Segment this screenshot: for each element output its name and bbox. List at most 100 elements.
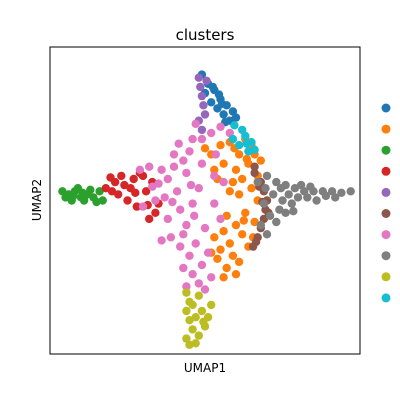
data-point-cluster-1 [228, 177, 238, 187]
data-point-cluster-3 [141, 187, 151, 196]
data-point-cluster-1 [238, 174, 247, 184]
data-point-cluster-1 [210, 165, 219, 174]
data-point-cluster-6 [188, 270, 197, 279]
data-point-cluster-6 [211, 150, 220, 159]
data-point-cluster-8 [191, 313, 200, 322]
data-point-cluster-6 [188, 134, 197, 144]
legend-marker-4 [381, 187, 391, 197]
y-axis-label: UMAP2 [30, 179, 44, 221]
data-point-cluster-3 [132, 202, 141, 211]
legend-marker-7 [381, 251, 391, 261]
data-point-cluster-6 [182, 282, 191, 291]
legend-marker-9 [381, 293, 391, 303]
data-point-cluster-6 [191, 239, 200, 248]
data-point-cluster-6 [182, 168, 191, 178]
data-point-cluster-9 [250, 145, 259, 154]
data-point-cluster-1 [234, 257, 244, 267]
data-point-cluster-6 [216, 122, 225, 131]
data-point-cluster-0 [217, 99, 227, 109]
data-point-cluster-1 [225, 187, 234, 196]
data-point-cluster-6 [203, 248, 213, 257]
data-point-cluster-8 [194, 331, 203, 340]
data-point-cluster-6 [197, 134, 207, 144]
data-point-cluster-4 [196, 82, 205, 92]
data-point-cluster-6 [176, 242, 185, 251]
data-point-cluster-1 [210, 233, 219, 242]
data-point-cluster-6 [219, 177, 228, 187]
data-point-cluster-4 [197, 91, 207, 101]
data-point-cluster-0 [231, 113, 241, 122]
data-point-cluster-7 [262, 230, 272, 239]
data-point-cluster-8 [188, 325, 197, 334]
data-point-cluster-3 [131, 188, 140, 197]
data-point-cluster-6 [138, 202, 148, 211]
data-point-cluster-0 [214, 90, 224, 99]
data-point-cluster-3 [129, 174, 138, 184]
data-point-cluster-0 [207, 98, 216, 107]
data-point-cluster-8 [182, 288, 191, 297]
data-point-cluster-6 [163, 214, 172, 224]
data-point-cluster-7 [289, 207, 298, 216]
legend-marker-5 [381, 209, 391, 218]
data-point-cluster-1 [216, 245, 225, 254]
data-point-cluster-1 [231, 165, 241, 174]
data-point-cluster-9 [228, 134, 238, 144]
data-point-cluster-6 [148, 182, 157, 191]
data-point-cluster-2 [79, 196, 89, 205]
data-point-cluster-2 [61, 193, 70, 202]
data-point-cluster-6 [179, 263, 188, 273]
data-point-cluster-7 [284, 190, 293, 199]
data-point-cluster-6 [160, 193, 169, 202]
data-point-cluster-7 [306, 182, 315, 191]
data-point-cluster-1 [200, 144, 210, 153]
data-point-cluster-7 [275, 205, 284, 214]
data-point-cluster-7 [296, 180, 306, 190]
data-point-cluster-5 [259, 214, 269, 224]
legend-marker-8 [381, 272, 391, 282]
data-point-cluster-7 [269, 190, 278, 199]
data-point-cluster-3 [120, 180, 129, 190]
data-point-cluster-6 [186, 180, 196, 190]
data-point-cluster-6 [135, 165, 145, 174]
data-point-cluster-2 [69, 191, 78, 201]
data-point-cluster-7 [331, 193, 340, 202]
data-point-cluster-2 [95, 187, 104, 196]
data-point-cluster-1 [231, 270, 241, 279]
data-point-cluster-3 [114, 190, 123, 199]
data-point-cluster-1 [213, 254, 222, 263]
data-point-cluster-0 [219, 110, 228, 119]
data-point-cluster-6 [157, 236, 166, 245]
data-point-cluster-7 [272, 177, 281, 187]
data-point-cluster-5 [250, 168, 259, 178]
data-point-cluster-1 [222, 211, 231, 220]
legend-marker-1 [381, 124, 391, 134]
data-point-cluster-7 [337, 188, 346, 197]
data-point-cluster-7 [293, 193, 303, 202]
data-point-cluster-6 [176, 205, 185, 214]
data-point-cluster-1 [231, 220, 241, 230]
data-point-cluster-9 [242, 139, 251, 148]
data-point-cluster-9 [238, 125, 247, 135]
data-point-cluster-6 [168, 197, 177, 207]
data-point-cluster-1 [247, 184, 256, 193]
data-point-cluster-6 [207, 273, 216, 282]
data-point-cluster-7 [278, 196, 287, 205]
data-point-cluster-4 [199, 101, 208, 110]
data-point-cluster-6 [207, 128, 216, 138]
data-point-cluster-9 [230, 121, 239, 130]
data-point-cluster-6 [172, 187, 182, 196]
data-point-cluster-4 [194, 73, 203, 82]
data-point-cluster-1 [256, 156, 265, 165]
data-point-cluster-1 [228, 251, 238, 260]
data-point-cluster-1 [234, 150, 244, 159]
data-point-cluster-6 [210, 199, 219, 208]
data-point-cluster-6 [163, 174, 172, 184]
data-point-cluster-6 [185, 251, 194, 260]
legend-marker-0 [381, 103, 391, 113]
data-point-cluster-6 [188, 199, 197, 208]
data-point-cluster-6 [194, 184, 203, 193]
data-point-cluster-1 [234, 190, 244, 199]
data-point-cluster-6 [194, 279, 203, 288]
data-point-cluster-7 [287, 199, 296, 208]
